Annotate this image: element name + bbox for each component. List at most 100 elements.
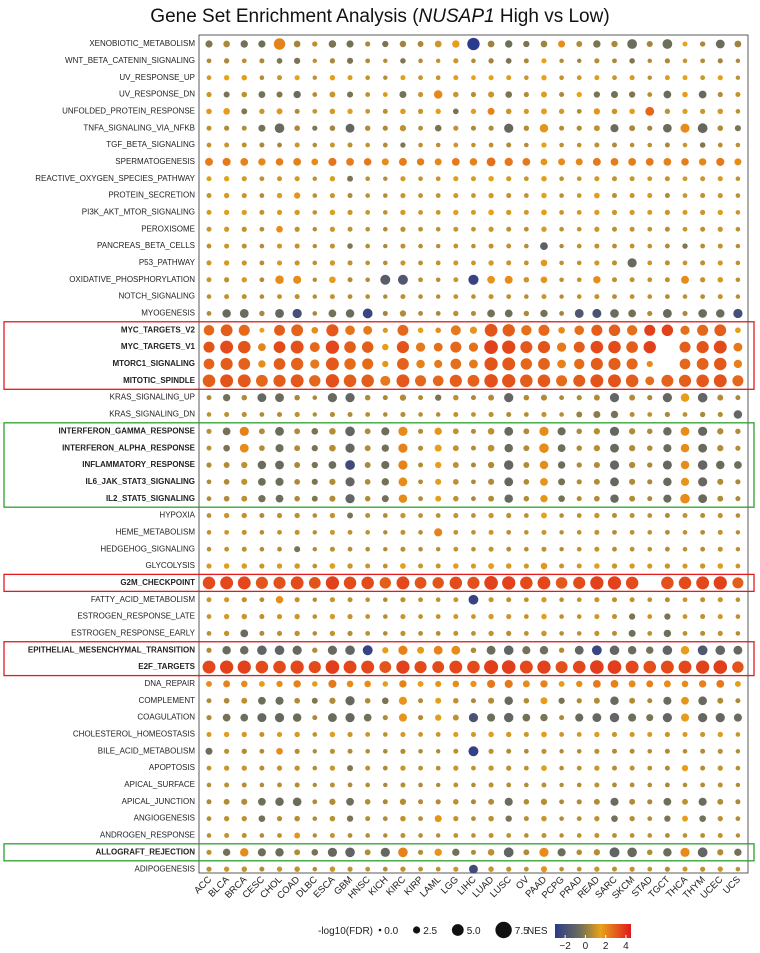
dot — [329, 260, 336, 266]
dot — [344, 358, 356, 370]
dot — [259, 445, 265, 452]
dot — [400, 597, 406, 603]
row-label: TGF_BETA_SIGNALING — [106, 140, 195, 149]
dot — [383, 58, 388, 64]
dot — [557, 359, 566, 369]
dot — [259, 176, 265, 182]
dot — [345, 477, 355, 487]
dot — [608, 340, 621, 354]
dot — [329, 866, 336, 872]
dot — [383, 294, 388, 299]
dot — [435, 631, 441, 636]
dot — [400, 613, 406, 620]
dot — [590, 374, 604, 388]
dot — [557, 848, 566, 857]
dot — [415, 342, 426, 352]
dot — [661, 576, 674, 590]
dot — [471, 260, 476, 266]
dot — [365, 563, 371, 569]
dot — [611, 142, 617, 148]
dot — [471, 546, 476, 552]
dot — [203, 341, 215, 353]
dot — [452, 680, 460, 688]
dot — [539, 123, 549, 133]
dot — [538, 358, 550, 370]
dot — [399, 680, 407, 688]
dot — [398, 477, 408, 487]
dot — [594, 748, 600, 754]
dot — [471, 193, 476, 198]
dot — [259, 530, 265, 535]
dot — [224, 832, 230, 838]
dot — [594, 512, 600, 519]
dot — [523, 513, 529, 518]
dot — [293, 90, 301, 99]
dot — [258, 494, 266, 503]
dot — [259, 833, 265, 838]
dot — [594, 294, 600, 300]
dot — [735, 513, 741, 518]
dot — [541, 91, 547, 98]
dot — [700, 108, 706, 114]
dot — [504, 477, 514, 487]
dot — [365, 260, 370, 266]
dot — [400, 226, 406, 232]
dot — [347, 512, 354, 519]
dot — [329, 546, 335, 552]
dot — [435, 75, 441, 80]
dot — [400, 563, 406, 569]
dot — [484, 340, 498, 354]
dot — [523, 849, 530, 856]
dot — [590, 660, 604, 674]
dot — [311, 478, 318, 485]
dot — [664, 108, 671, 115]
dot — [488, 260, 494, 266]
dot — [398, 696, 407, 705]
dot — [593, 276, 601, 284]
dot — [626, 341, 638, 353]
dot — [223, 75, 230, 81]
dot — [646, 40, 653, 48]
dot — [294, 294, 300, 300]
dot — [346, 91, 354, 98]
dot — [488, 731, 494, 738]
dot — [241, 731, 247, 738]
dot — [257, 393, 267, 403]
dot — [626, 358, 638, 370]
dot — [365, 614, 371, 619]
row-label: UV_RESPONSE_UP — [119, 73, 195, 82]
dot — [664, 815, 671, 822]
dot — [241, 125, 247, 131]
dot — [451, 645, 461, 655]
dot — [206, 866, 212, 872]
dot — [435, 749, 441, 754]
dot — [682, 748, 688, 754]
dot — [612, 833, 617, 838]
color-legend-tick-label: −2 — [559, 941, 571, 952]
dot — [223, 40, 230, 48]
dot — [680, 460, 690, 470]
dot — [417, 680, 424, 687]
row-label: ESTROGEN_RESPONSE_EARLY — [71, 629, 196, 638]
dot — [258, 815, 266, 822]
dot — [487, 679, 496, 688]
dot — [294, 226, 300, 232]
dot — [506, 294, 512, 299]
dot — [400, 108, 406, 115]
dot — [610, 477, 619, 487]
dot — [294, 697, 301, 704]
dot — [365, 513, 371, 519]
dot — [559, 530, 564, 535]
dot — [488, 630, 494, 637]
dot — [206, 58, 212, 64]
dot — [717, 260, 723, 266]
dot — [593, 798, 600, 805]
dot — [700, 614, 706, 620]
dot — [206, 513, 212, 518]
dot — [206, 782, 212, 788]
row-label: IL6_JAK_STAT3_SIGNALING — [85, 477, 195, 486]
dot — [418, 176, 423, 182]
dot — [643, 660, 657, 674]
dot — [241, 294, 247, 300]
dot — [365, 294, 370, 299]
